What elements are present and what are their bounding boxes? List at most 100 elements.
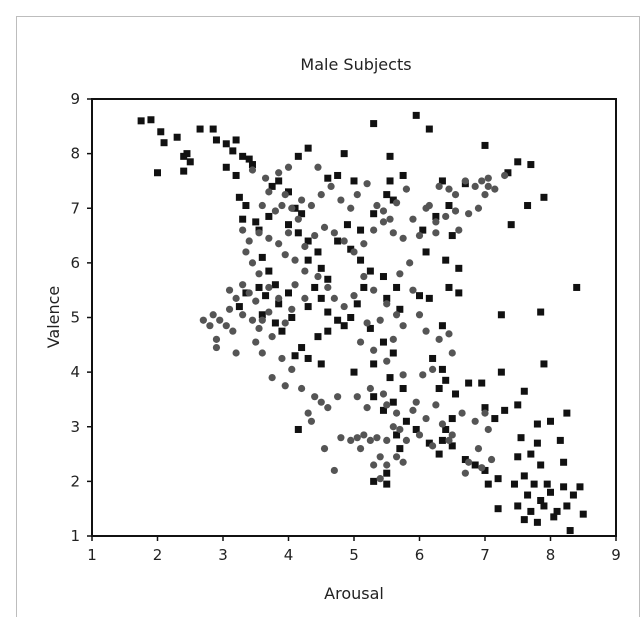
circle-point bbox=[340, 302, 348, 311]
square-point bbox=[563, 502, 571, 510]
x-tick-label: 5 bbox=[349, 546, 359, 564]
square-point bbox=[314, 333, 322, 341]
square-point bbox=[438, 436, 446, 444]
circle-point bbox=[363, 404, 371, 412]
circle-point bbox=[232, 349, 240, 357]
square-point bbox=[550, 513, 558, 521]
circle-point bbox=[281, 251, 289, 259]
square-point bbox=[497, 311, 505, 319]
circle-point bbox=[376, 475, 384, 483]
circle-point bbox=[239, 226, 247, 234]
circle-point bbox=[258, 316, 266, 324]
square-point bbox=[370, 477, 378, 485]
square-point bbox=[275, 300, 283, 308]
square-point bbox=[298, 210, 306, 218]
square-point bbox=[514, 453, 522, 461]
circle-point bbox=[389, 335, 397, 343]
square-point bbox=[383, 294, 391, 302]
circle-point bbox=[245, 237, 253, 245]
circle-point bbox=[389, 229, 397, 237]
circle-point bbox=[429, 365, 437, 373]
square-point bbox=[412, 425, 420, 433]
square-point bbox=[396, 305, 404, 313]
circle-point bbox=[314, 163, 322, 171]
square-point bbox=[278, 327, 286, 335]
circle-point bbox=[255, 270, 263, 278]
x-axis-label: Arousal bbox=[324, 584, 384, 603]
y-tick-label: 3 bbox=[70, 418, 80, 436]
circle-point bbox=[288, 365, 296, 373]
circle-point bbox=[419, 371, 427, 379]
circle-point bbox=[383, 436, 391, 445]
square-point bbox=[507, 221, 515, 229]
square-point bbox=[399, 385, 407, 393]
square-point bbox=[275, 177, 283, 185]
circle-point bbox=[330, 229, 338, 237]
circle-point bbox=[288, 305, 296, 313]
square-point bbox=[137, 117, 145, 125]
square-point bbox=[537, 461, 545, 469]
circle-point bbox=[366, 384, 374, 393]
square-point bbox=[481, 404, 489, 412]
square-point bbox=[560, 483, 568, 491]
circle-point bbox=[278, 201, 286, 210]
circle-point bbox=[432, 229, 440, 237]
circle-point bbox=[209, 311, 217, 319]
square-point bbox=[317, 360, 325, 368]
circle-point bbox=[275, 169, 283, 177]
circle-point bbox=[379, 218, 388, 226]
square-point bbox=[389, 398, 397, 406]
circle-point bbox=[304, 409, 312, 417]
square-point bbox=[540, 360, 548, 368]
circle-point bbox=[261, 174, 270, 182]
circle-point bbox=[356, 445, 365, 453]
square-point bbox=[304, 354, 312, 362]
circle-point bbox=[311, 393, 319, 401]
square-point bbox=[504, 169, 512, 177]
square-point bbox=[543, 480, 551, 488]
circle-point bbox=[376, 453, 384, 461]
circle-point bbox=[422, 327, 430, 335]
circle-point bbox=[317, 190, 325, 199]
circle-point bbox=[370, 461, 378, 469]
circle-point bbox=[392, 453, 401, 461]
square-point bbox=[271, 281, 279, 289]
square-point bbox=[383, 191, 391, 199]
circle-point bbox=[481, 409, 489, 417]
circle-point bbox=[432, 218, 440, 226]
circle-point bbox=[370, 346, 378, 354]
circle-point bbox=[258, 349, 266, 357]
square-point bbox=[389, 196, 397, 204]
circle-point bbox=[409, 406, 417, 414]
square-point bbox=[304, 144, 312, 152]
square-point bbox=[357, 226, 365, 234]
circle-point bbox=[199, 316, 207, 324]
circle-point bbox=[360, 431, 368, 439]
x-tick-label: 2 bbox=[153, 546, 163, 564]
circle-point bbox=[471, 182, 479, 190]
square-point bbox=[340, 150, 348, 158]
circle-point bbox=[271, 207, 279, 215]
circle-point bbox=[347, 436, 355, 445]
square-point bbox=[324, 275, 332, 283]
square-point bbox=[366, 324, 374, 332]
y-tick-label: 8 bbox=[70, 145, 80, 163]
circle-point bbox=[232, 294, 240, 302]
circle-point bbox=[317, 398, 325, 406]
circle-point bbox=[353, 190, 361, 199]
square-point bbox=[448, 442, 456, 450]
square-point bbox=[435, 450, 443, 458]
circle-point bbox=[484, 174, 492, 182]
circle-point bbox=[288, 204, 296, 212]
square-point bbox=[514, 502, 522, 510]
square-point bbox=[324, 308, 332, 316]
square-point bbox=[360, 283, 368, 291]
square-point bbox=[510, 480, 518, 488]
square-point bbox=[442, 425, 450, 433]
circle-point bbox=[451, 207, 460, 215]
square-point bbox=[285, 188, 292, 196]
square-point bbox=[416, 292, 423, 300]
circle-point bbox=[248, 316, 257, 324]
circle-point bbox=[225, 305, 234, 313]
square-point bbox=[232, 136, 240, 144]
